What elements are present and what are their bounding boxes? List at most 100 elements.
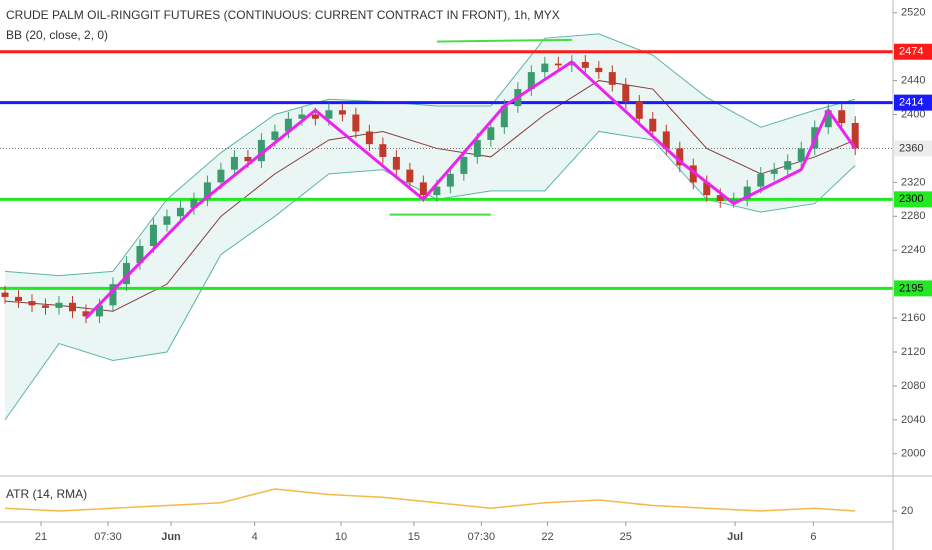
chart-title: CRUDE PALM OIL-RINGGIT FUTURES (CONTINUO… [6, 8, 560, 22]
candle-body [122, 262, 130, 285]
price-label-box [894, 280, 932, 297]
candle-body [257, 139, 265, 162]
candle-body [55, 302, 63, 308]
candle-body [1, 292, 9, 297]
candle-body [230, 156, 238, 170]
drawing [84, 60, 857, 320]
candle-body [635, 101, 643, 119]
candle-body [176, 207, 184, 217]
candle-body [298, 114, 306, 119]
candle-body [770, 169, 778, 174]
candle-body [527, 72, 535, 90]
y-tick-label: 2120 [901, 346, 925, 358]
y-tick-label: 2280 [901, 210, 925, 222]
candle-body [271, 131, 279, 140]
candle-body [730, 199, 738, 202]
candle-body [662, 131, 670, 149]
price-label-box [894, 43, 932, 60]
candle-body [703, 182, 711, 196]
candle-body [797, 148, 805, 162]
candle-body [784, 161, 792, 170]
price-label: 2300 [899, 193, 923, 205]
candle-body [379, 144, 387, 157]
candle-body [595, 67, 603, 73]
candle-body [649, 118, 657, 132]
y2-tick-label: 20 [901, 505, 913, 517]
y-tick-label: 2400 [901, 108, 925, 120]
candle-body [217, 169, 225, 183]
candle-body [838, 110, 846, 123]
price-label: 2195 [899, 282, 923, 294]
candle-body [338, 110, 346, 115]
candle-body [554, 63, 562, 66]
candle-body [203, 182, 211, 200]
candle-body [109, 284, 117, 306]
candle-body [325, 110, 333, 119]
candle-body [68, 302, 76, 312]
candle-body [365, 131, 373, 145]
candle-body [392, 156, 400, 170]
indicator-label: BB (20, close, 2, 0) [6, 28, 108, 42]
drawing [436, 38, 572, 43]
candle-body [28, 301, 36, 306]
candle-body [190, 199, 198, 208]
x-tick-label: 4 [252, 531, 258, 543]
candle-body [851, 122, 859, 149]
candle-body [824, 110, 832, 128]
price-label-box [894, 94, 932, 111]
y-tick-label: 2000 [901, 448, 925, 460]
candle-body [608, 72, 616, 85]
atr-label: ATR (14, RMA) [6, 487, 87, 501]
candle-body [14, 296, 22, 302]
x-tick-label: Jun [161, 531, 181, 543]
price-label-box [894, 140, 932, 157]
x-tick-label: 07:30 [94, 531, 122, 543]
candle-body [676, 148, 684, 166]
atr-line [4, 488, 856, 512]
candle-body [487, 127, 495, 140]
candle-body [716, 195, 724, 202]
x-tick-label: 25 [620, 531, 632, 543]
candle-body [446, 173, 454, 187]
price-label: 2360 [899, 142, 923, 154]
x-tick-label: 22 [541, 531, 553, 543]
candle-body [689, 165, 697, 183]
band-upper [4, 33, 856, 277]
candle-body [244, 156, 252, 162]
candle-body [581, 61, 589, 68]
candle-body [473, 139, 481, 157]
y-tick-label: 2440 [901, 74, 925, 86]
price-label: 2474 [899, 46, 923, 58]
candle-body [163, 216, 171, 225]
candle-body [757, 173, 765, 187]
candle-body [284, 118, 292, 132]
candle-body [743, 186, 751, 200]
y-tick-label: 2240 [901, 244, 925, 256]
candle-body [500, 106, 508, 128]
candle-body [311, 114, 319, 119]
candle-body [41, 305, 49, 308]
y-tick-label: 2080 [901, 380, 925, 392]
candle-body [406, 169, 414, 183]
x-tick-label: 6 [810, 531, 816, 543]
candle-body [136, 245, 144, 263]
y-tick-label: 2040 [901, 414, 925, 426]
price-label-box [894, 191, 932, 208]
x-tick-label: 07:30 [468, 531, 496, 543]
candle-body [433, 186, 441, 196]
x-tick-label: Jul [727, 531, 743, 543]
candle-body [352, 114, 360, 132]
x-tick-label: 21 [35, 531, 47, 543]
band-fill [4, 33, 856, 420]
price-label: 2414 [899, 97, 923, 109]
x-tick-label: 10 [335, 531, 347, 543]
x-tick-label: 15 [408, 531, 420, 543]
y-tick-label: 2320 [901, 176, 925, 188]
candle-body [95, 305, 103, 317]
candle-body [419, 182, 427, 196]
y-tick-label: 2520 [901, 7, 925, 19]
candle-body [541, 63, 549, 73]
band-middle [4, 80, 856, 312]
candle-body [460, 156, 468, 174]
